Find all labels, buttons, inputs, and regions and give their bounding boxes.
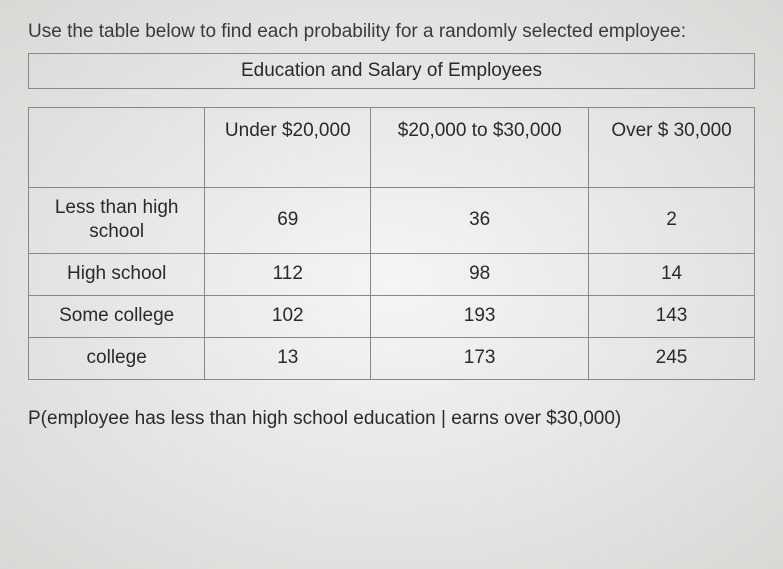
header-row: Under $20,000 $20,000 to $30,000 Over $ …	[29, 107, 755, 187]
corner-cell	[29, 107, 205, 187]
cell: 143	[589, 295, 755, 337]
question-text: P(employee has less than high school edu…	[28, 408, 755, 430]
data-table: Under $20,000 $20,000 to $30,000 Over $ …	[28, 107, 755, 380]
cell: 245	[589, 337, 755, 379]
col-header: Over $ 30,000	[589, 107, 755, 187]
table-title: Education and Salary of Employees	[29, 53, 755, 88]
row-label: Some college	[29, 295, 205, 337]
row-label: college	[29, 337, 205, 379]
cell: 112	[205, 253, 371, 295]
cell: 69	[205, 187, 371, 253]
cell: 193	[371, 295, 589, 337]
instruction-text: Use the table below to find each probabi…	[28, 18, 755, 47]
cell: 14	[589, 253, 755, 295]
row-label: Less than high school	[29, 187, 205, 253]
cell: 13	[205, 337, 371, 379]
cell: 2	[589, 187, 755, 253]
title-table: Education and Salary of Employees	[28, 53, 755, 89]
row-label: High school	[29, 253, 205, 295]
col-header: Under $20,000	[205, 107, 371, 187]
table-row: Less than high school 69 36 2	[29, 187, 755, 253]
col-header: $20,000 to $30,000	[371, 107, 589, 187]
table-row: college 13 173 245	[29, 337, 755, 379]
table-row: Some college 102 193 143	[29, 295, 755, 337]
cell: 173	[371, 337, 589, 379]
cell: 98	[371, 253, 589, 295]
cell: 36	[371, 187, 589, 253]
table-row: High school 112 98 14	[29, 253, 755, 295]
cell: 102	[205, 295, 371, 337]
